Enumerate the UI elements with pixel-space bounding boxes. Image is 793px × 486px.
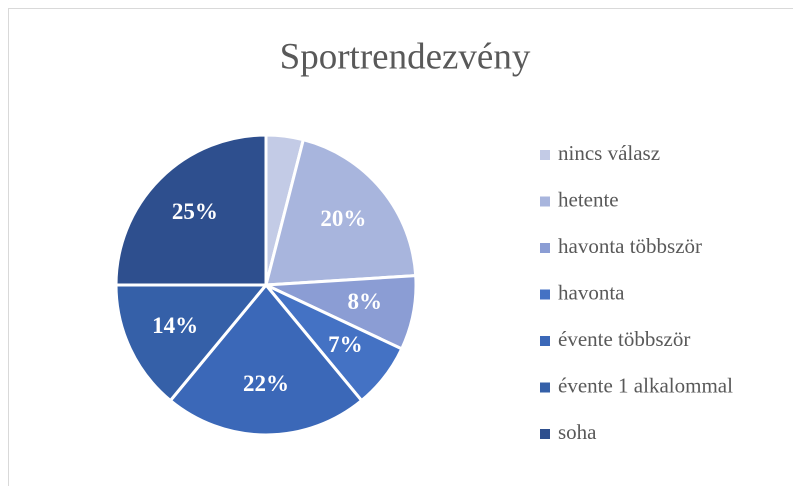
pie-slice	[168, 282, 364, 437]
legend-swatch	[540, 289, 550, 300]
legend-swatch	[540, 336, 550, 346]
legend-label: nincs válasz	[558, 141, 660, 165]
data-label: 22%	[243, 371, 289, 396]
legend-swatch	[540, 429, 550, 439]
legend-label: hetente	[558, 187, 619, 211]
data-label: 8%	[347, 289, 382, 314]
legend-label: havonta többször	[558, 234, 702, 258]
data-label: 7%	[328, 332, 363, 357]
legend-swatch	[540, 150, 550, 160]
legend-label: évente többször	[558, 327, 690, 351]
chart-border	[8, 8, 793, 486]
pie-slice	[114, 283, 270, 403]
data-label: 14%	[152, 313, 198, 338]
pie-slice	[264, 137, 418, 287]
legend-label: havonta	[558, 280, 625, 304]
data-label: 20%	[320, 206, 366, 231]
legend-label: évente 1 alkalommal	[558, 373, 733, 397]
data-label: 25%	[172, 199, 218, 224]
pie-slice	[114, 133, 268, 287]
chart-title: Sportrendezvény	[280, 36, 531, 77]
legend-swatch	[540, 243, 550, 253]
legend-label: soha	[558, 420, 597, 444]
legend-swatch	[540, 196, 550, 207]
legend-swatch	[540, 382, 550, 393]
